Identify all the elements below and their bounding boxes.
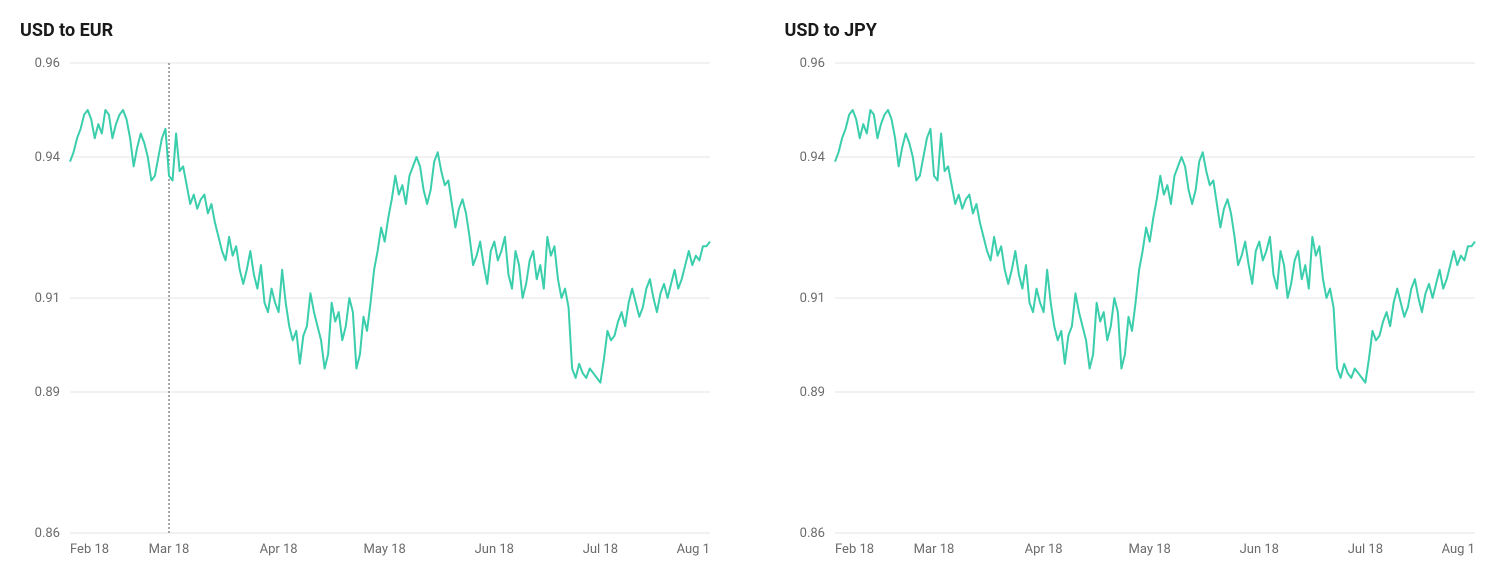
- x-axis-label: Jun 18: [475, 542, 514, 557]
- chart-svg-usd-jpy[interactable]: 0.86 0.89 0.91 0.94 0.96 Feb 18 Mar 18 Apr 18 Ma…: [785, 53, 1485, 563]
- chart-panel-usd-eur: USD to EUR 0.86 0.89 0.91 0.94 0.96 Feb 18 Mar…: [20, 20, 725, 563]
- x-axis-label: Jul 18: [583, 542, 618, 557]
- x-axis-label: Aug 1: [677, 542, 710, 557]
- x-axis-label: Feb 18: [835, 542, 874, 557]
- y-axis-label: 0.94: [35, 150, 61, 165]
- y-axis-label: 0.96: [35, 56, 60, 71]
- y-axis-label: 0.96: [799, 56, 824, 71]
- series-line: [835, 110, 1475, 383]
- x-axis-label: Jun 18: [1239, 542, 1278, 557]
- y-axis-label: 0.89: [799, 385, 824, 400]
- x-axis-label: Mar 18: [913, 542, 954, 557]
- chart-svg-usd-eur[interactable]: 0.86 0.89 0.91 0.94 0.96 Feb 18 Mar 18 Apr 18 Ma…: [20, 53, 720, 563]
- y-axis-label: 0.89: [35, 385, 60, 400]
- x-axis-label: Feb 18: [70, 542, 109, 557]
- chart-title: USD to JPY: [785, 20, 1490, 41]
- chart-panel-usd-jpy: USD to JPY 0.86 0.89 0.91 0.94 0.96 Feb 18 Mar…: [785, 20, 1490, 563]
- chart-title: USD to EUR: [20, 20, 725, 41]
- x-axis-label: May 18: [1128, 542, 1170, 557]
- series-line: [70, 110, 710, 383]
- y-axis-label: 0.86: [799, 526, 824, 541]
- x-axis-label: Apr 18: [260, 542, 298, 557]
- y-axis-label: 0.91: [799, 291, 824, 306]
- x-axis-label: Aug 1: [1441, 542, 1474, 557]
- charts-row: USD to EUR 0.86 0.89 0.91 0.94 0.96 Feb 18 Mar…: [20, 20, 1489, 563]
- x-axis-label: Jul 18: [1347, 542, 1382, 557]
- x-axis-label: Mar 18: [149, 542, 190, 557]
- y-axis-label: 0.86: [35, 526, 60, 541]
- x-axis-label: May 18: [364, 542, 406, 557]
- y-axis-label: 0.91: [35, 291, 60, 306]
- x-axis-label: Apr 18: [1024, 542, 1062, 557]
- y-axis-label: 0.94: [799, 150, 825, 165]
